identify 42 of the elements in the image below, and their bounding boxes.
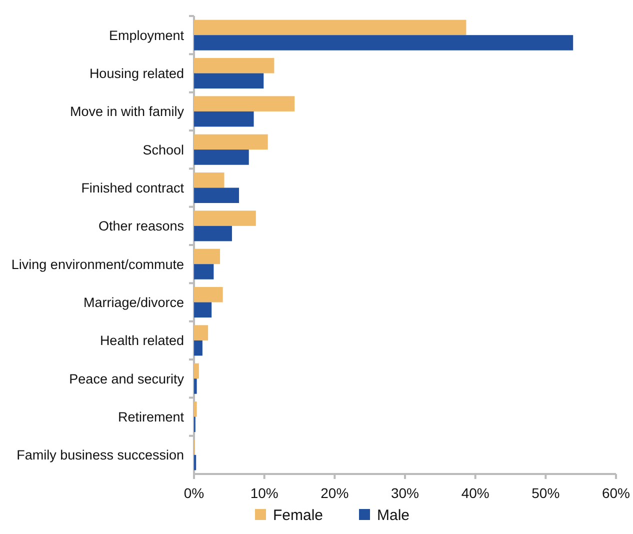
y-tick-label: Living environment/commute (11, 256, 184, 272)
y-tick-label: Retirement (118, 409, 184, 424)
bar (194, 73, 264, 89)
y-tick-label: Family business succession (16, 448, 184, 463)
y-tick-label: School (142, 142, 184, 158)
y-tick-label: Health related (100, 333, 184, 348)
bar (194, 20, 466, 36)
bar (194, 248, 220, 264)
bar (194, 302, 212, 318)
legend-label: Female (273, 507, 324, 524)
bar (194, 35, 574, 50)
bar (194, 111, 254, 127)
bar (194, 58, 274, 74)
x-tick-label: 40% (461, 485, 490, 501)
bar (194, 150, 249, 165)
y-tick-label: Other reasons (98, 218, 184, 234)
x-tick-label: 30% (390, 485, 420, 501)
bar (194, 286, 223, 302)
bar (194, 96, 295, 112)
bar (194, 340, 202, 356)
y-tick-label: Peace and security (69, 371, 184, 386)
bar (194, 325, 208, 340)
y-tick-label: Employment (108, 28, 184, 43)
bar (194, 172, 224, 188)
bar (194, 188, 240, 204)
bar (194, 134, 268, 150)
legend-label: Male (377, 507, 410, 524)
x-tick-label: 60% (602, 485, 630, 501)
bar (194, 226, 232, 242)
bar (194, 401, 197, 417)
bar (194, 264, 214, 280)
x-tick-label: 50% (532, 485, 560, 501)
y-tick-label: Finished contract (81, 180, 184, 196)
x-tick-label: 20% (320, 485, 349, 501)
bar (194, 378, 197, 394)
bar (194, 363, 199, 379)
bar (194, 210, 256, 226)
x-tick-label: 10% (250, 485, 278, 501)
y-tick-label: Housing related (89, 66, 184, 81)
y-tick-label: Move in with family (70, 104, 184, 120)
y-tick-label: Marriage/divorce (83, 294, 184, 310)
x-tick-label: 0% (184, 485, 204, 501)
